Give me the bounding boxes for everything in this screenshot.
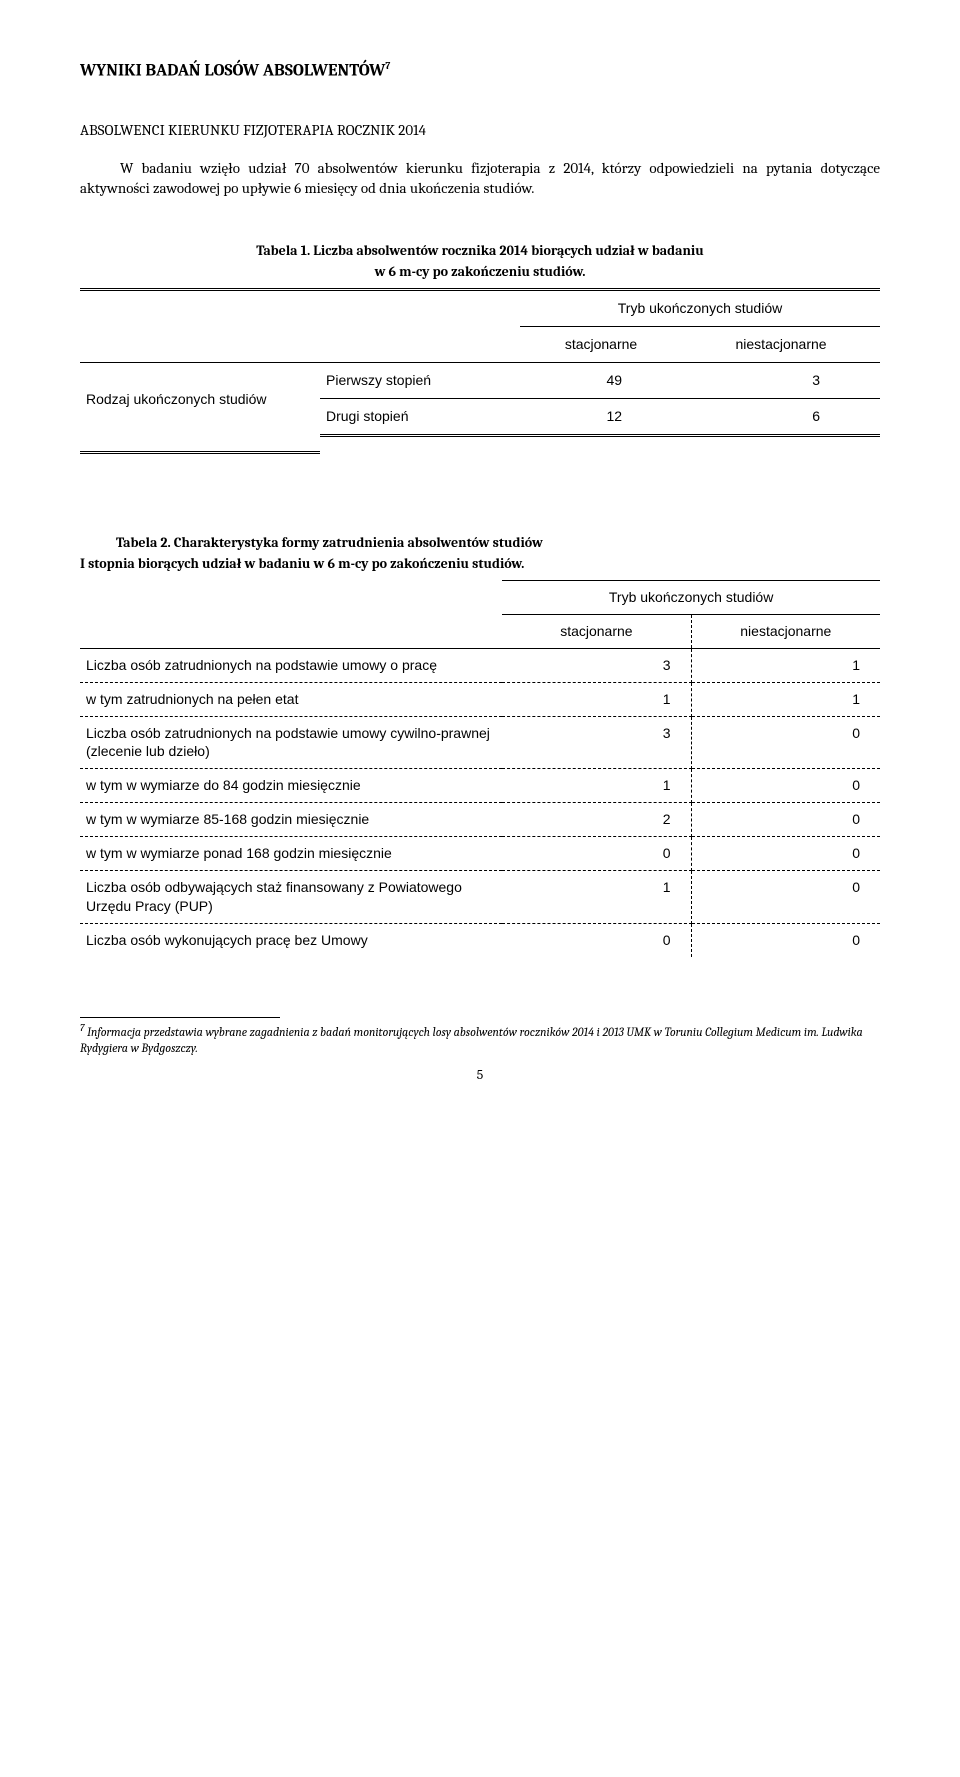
table2-row-label: w tym w wymiarze 85-168 godzin miesięczn… bbox=[80, 803, 502, 837]
table1-row: Rodzaj ukończonych studiów Pierwszy stop… bbox=[80, 362, 880, 398]
table2-row-stac: 1 bbox=[502, 870, 691, 923]
footnote-marker: 7 bbox=[80, 1022, 84, 1034]
table2-row-label: Liczba osób zatrudnionych na podstawie u… bbox=[80, 716, 502, 769]
table2-row-stac: 1 bbox=[502, 769, 691, 803]
page-title: WYNIKI BADAŃ LOSÓW ABSOLWENTÓW7 bbox=[80, 60, 880, 84]
table1-r1-stac: 12 bbox=[520, 398, 682, 435]
table2-row-stac: 0 bbox=[502, 923, 691, 956]
table1-col-niestac: niestacjonarne bbox=[682, 327, 880, 363]
table2-row: w tym w wymiarze do 84 godzin miesięczni… bbox=[80, 769, 880, 803]
table2-row: w tym w wymiarze ponad 168 godzin miesię… bbox=[80, 837, 880, 871]
table2-row-label: Liczba osób zatrudnionych na podstawie u… bbox=[80, 648, 502, 682]
table2-row-label: w tym zatrudnionych na pełen etat bbox=[80, 682, 502, 716]
table2-row-stac: 1 bbox=[502, 682, 691, 716]
intro-paragraph: W badaniu wzięło udział 70 absolwentów k… bbox=[80, 158, 880, 199]
footnote-text: Informacja przedstawia wybrane zagadnien… bbox=[80, 1025, 863, 1055]
heading-text: WYNIKI BADAŃ LOSÓW ABSOLWENTÓW bbox=[80, 62, 385, 81]
table2-row: w tym zatrudnionych na pełen etat11 bbox=[80, 682, 880, 716]
table1-r0-stac: 49 bbox=[520, 362, 682, 398]
table2-row-label: Liczba osób wykonujących pracę bez Umowy bbox=[80, 923, 502, 956]
subheading: ABSOLWENCI KIERUNKU FIZJOTERAPIA ROCZNIK… bbox=[80, 120, 880, 140]
table2-row-niestac: 1 bbox=[691, 682, 880, 716]
table2-caption-line1: Tabela 2. Charakterystyka formy zatrudni… bbox=[80, 534, 880, 553]
table2-row-niestac: 0 bbox=[691, 870, 880, 923]
footnote: 7 Informacja przedstawia wybrane zagadni… bbox=[80, 1022, 880, 1056]
table2-row: Liczba osób zatrudnionych na podstawie u… bbox=[80, 648, 880, 682]
table2-row: Liczba osób wykonujących pracę bez Umowy… bbox=[80, 923, 880, 956]
table2-row-label: w tym w wymiarze ponad 168 godzin miesię… bbox=[80, 837, 502, 871]
table2-row-stac: 0 bbox=[502, 837, 691, 871]
table2-row-niestac: 0 bbox=[691, 923, 880, 956]
table1-col-stac: stacjonarne bbox=[520, 327, 682, 363]
table1: Tryb ukończonych studiów stacjonarne nie… bbox=[80, 288, 880, 454]
table2-row-niestac: 0 bbox=[691, 803, 880, 837]
table2-row-stac: 3 bbox=[502, 648, 691, 682]
table2-row-stac: 2 bbox=[502, 803, 691, 837]
table2-row: Liczba osób zatrudnionych na podstawie u… bbox=[80, 716, 880, 769]
table2-row: w tym w wymiarze 85-168 godzin miesięczn… bbox=[80, 803, 880, 837]
table2-caption-line2: I stopnia biorących udział w badaniu w 6… bbox=[80, 555, 880, 574]
page-number: 5 bbox=[80, 1066, 880, 1085]
table2-row-niestac: 1 bbox=[691, 648, 880, 682]
table2-row-label: w tym w wymiarze do 84 godzin miesięczni… bbox=[80, 769, 502, 803]
table2-row-label: Liczba osób odbywających staż finansowan… bbox=[80, 870, 502, 923]
table2-row-niestac: 0 bbox=[691, 716, 880, 769]
table2-col-stac: stacjonarne bbox=[502, 614, 691, 648]
table2-col-niestac: niestacjonarne bbox=[691, 614, 880, 648]
table2-row-niestac: 0 bbox=[691, 837, 880, 871]
table2-row-stac: 3 bbox=[502, 716, 691, 769]
table1-r1-label: Drugi stopień bbox=[320, 398, 520, 435]
table1-r0-niestac: 3 bbox=[682, 362, 880, 398]
table2-superheader: Tryb ukończonych studiów bbox=[502, 580, 880, 614]
table1-r0-label: Pierwszy stopień bbox=[320, 362, 520, 398]
table2-row-niestac: 0 bbox=[691, 769, 880, 803]
table1-superheader: Tryb ukończonych studiów bbox=[520, 290, 880, 327]
footnote-rule bbox=[80, 1017, 280, 1018]
heading-footnote-marker: 7 bbox=[385, 60, 390, 72]
table1-r1-niestac: 6 bbox=[682, 398, 880, 435]
table1-caption-line2: w 6 m-cy po zakończeniu studiów. bbox=[80, 263, 880, 282]
table2: Tryb ukończonych studiów stacjonarne nie… bbox=[80, 580, 880, 957]
table1-rowlabel: Rodzaj ukończonych studiów bbox=[80, 362, 320, 435]
table1-caption-line1: Tabela 1. Liczba absolwentów rocznika 20… bbox=[80, 242, 880, 261]
table2-row: Liczba osób odbywających staż finansowan… bbox=[80, 870, 880, 923]
